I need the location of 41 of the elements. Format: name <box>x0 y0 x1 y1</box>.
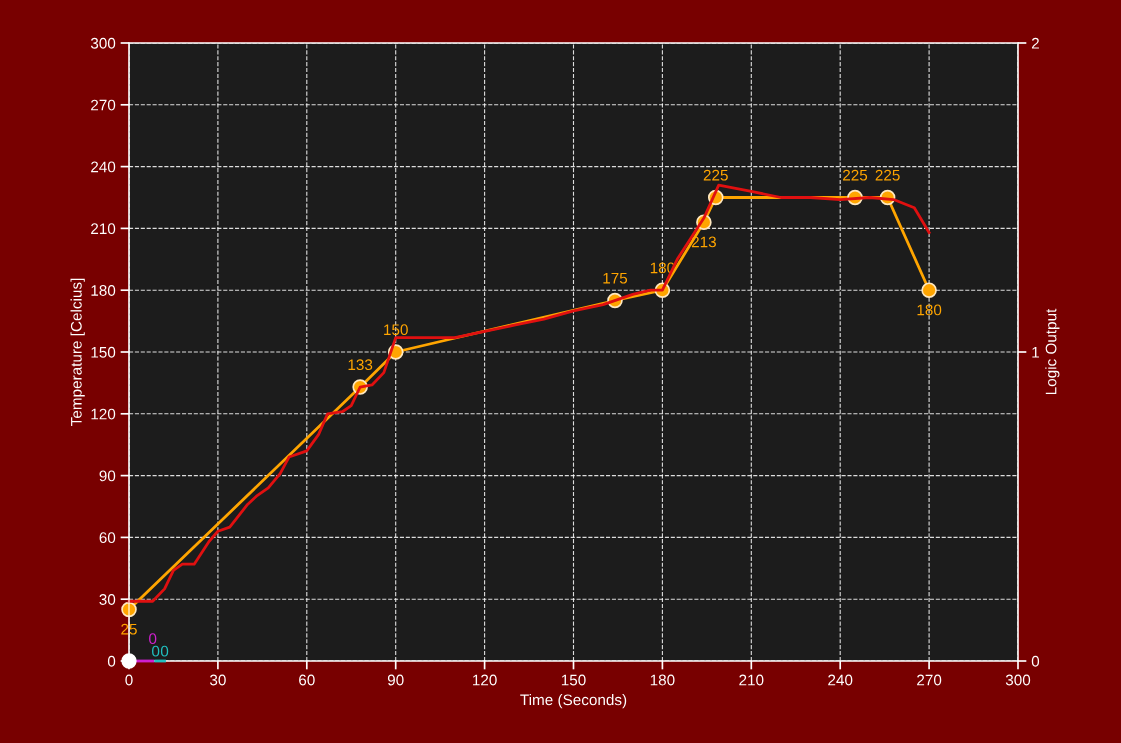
x-axis-title: Time (Seconds) <box>520 693 627 709</box>
x-tick-label: 90 <box>387 674 404 686</box>
y-tick-label: 120 <box>91 408 116 420</box>
data-label: 213 <box>691 236 716 248</box>
data-label: 225 <box>843 169 868 181</box>
y-tick-label: 90 <box>99 470 116 482</box>
x-tick-label: 180 <box>650 674 675 686</box>
data-label: 0 <box>160 645 169 657</box>
data-label: 0 <box>149 633 157 645</box>
y2-tick-label: 2 <box>1031 37 1039 49</box>
data-label: 225 <box>875 169 900 181</box>
data-label: 225 <box>703 169 728 181</box>
x-tick-label: 150 <box>561 674 586 686</box>
x-tick-label: 120 <box>473 674 497 686</box>
y-tick-label: 300 <box>90 37 116 49</box>
y-tick-label: 150 <box>91 346 116 358</box>
data-label: 25 <box>121 623 137 635</box>
data-label: 180 <box>917 304 942 316</box>
y-tick-label: 60 <box>99 532 116 544</box>
y-tick-label: 240 <box>91 161 116 173</box>
y2-tick-label: 1 <box>1032 347 1039 358</box>
data-label: 0 <box>152 645 160 657</box>
data-label: 175 <box>603 272 628 284</box>
x-tick-label: 30 <box>209 674 226 686</box>
x-tick-label: 270 <box>917 674 942 686</box>
y-tick-label: 180 <box>91 285 116 296</box>
point <box>921 282 937 298</box>
data-label: 133 <box>348 359 373 371</box>
x-tick-label: 300 <box>1005 674 1031 686</box>
x-tick-label: 240 <box>828 674 853 686</box>
y-axis-title: Temperature [Celcius] <box>70 278 85 426</box>
y-tick-label: 30 <box>99 594 116 605</box>
x-tick-label: 60 <box>299 674 315 686</box>
y-tick-label: 0 <box>107 655 116 667</box>
data-label: 150 <box>384 324 408 336</box>
x-tick-label: 210 <box>739 674 764 686</box>
y-tick-label: 210 <box>91 223 116 235</box>
y2-tick-label: 0 <box>1031 655 1040 667</box>
x-tick-label: 0 <box>125 674 133 686</box>
y-tick-label: 270 <box>91 99 116 111</box>
y2-axis-title: Logic Output <box>1045 308 1060 395</box>
